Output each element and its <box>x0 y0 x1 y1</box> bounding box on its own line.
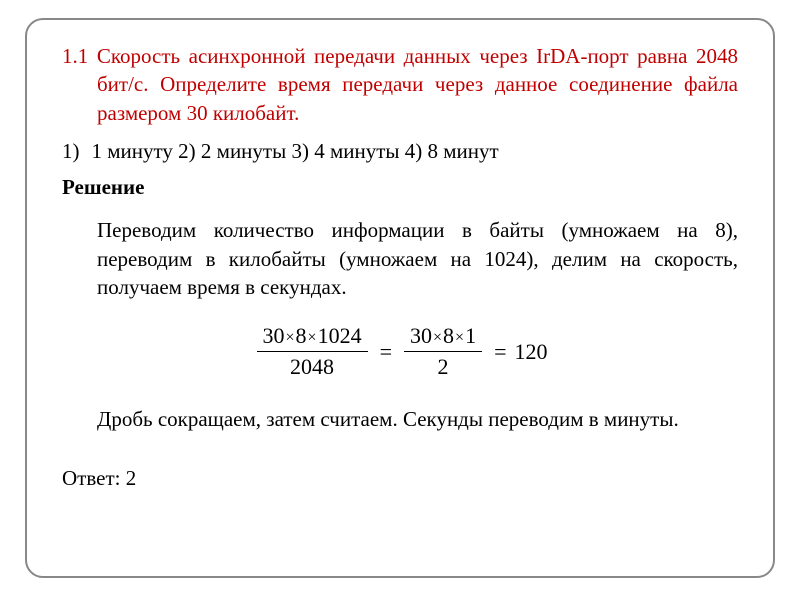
problem-card: 1.1 Скорость асинхронной передачи данных… <box>25 18 775 578</box>
answer-options: 1) 1 минуту 2) 2 минуты 3) 4 минуты 4) 8 … <box>62 137 738 165</box>
problem-number: 1.1 <box>62 44 88 68</box>
calculation-formula: 30×8×1024 2048 = 30×8×1 2 = 120 <box>62 323 738 380</box>
conclusion-text: Дробь сокращаем, затем считаем. Секунды … <box>62 405 738 433</box>
explanation-text: Переводим количество информации в байты … <box>62 216 738 301</box>
fraction-1-numerator: 30×8×1024 <box>257 323 368 352</box>
fraction-1: 30×8×1024 2048 <box>257 323 368 380</box>
fraction-2: 30×8×1 2 <box>404 323 482 380</box>
formula-result: 120 <box>514 339 547 365</box>
problem-statement: 1.1 Скорость асинхронной передачи данных… <box>62 42 738 127</box>
solution-title: Решение <box>62 175 738 200</box>
final-answer: Ответ: 2 <box>62 464 738 492</box>
fraction-1-denominator: 2048 <box>284 352 340 380</box>
problem-text: Скорость асинхронной передачи данных чер… <box>97 44 738 125</box>
equals-1: = <box>380 339 392 365</box>
options-marker: 1) <box>62 137 80 165</box>
fraction-2-numerator: 30×8×1 <box>404 323 482 352</box>
equals-2: = <box>494 339 506 365</box>
fraction-2-denominator: 2 <box>432 352 455 380</box>
options-text: 1 минуту 2) 2 минуты 3) 4 минуты 4) 8 ми… <box>92 139 499 163</box>
